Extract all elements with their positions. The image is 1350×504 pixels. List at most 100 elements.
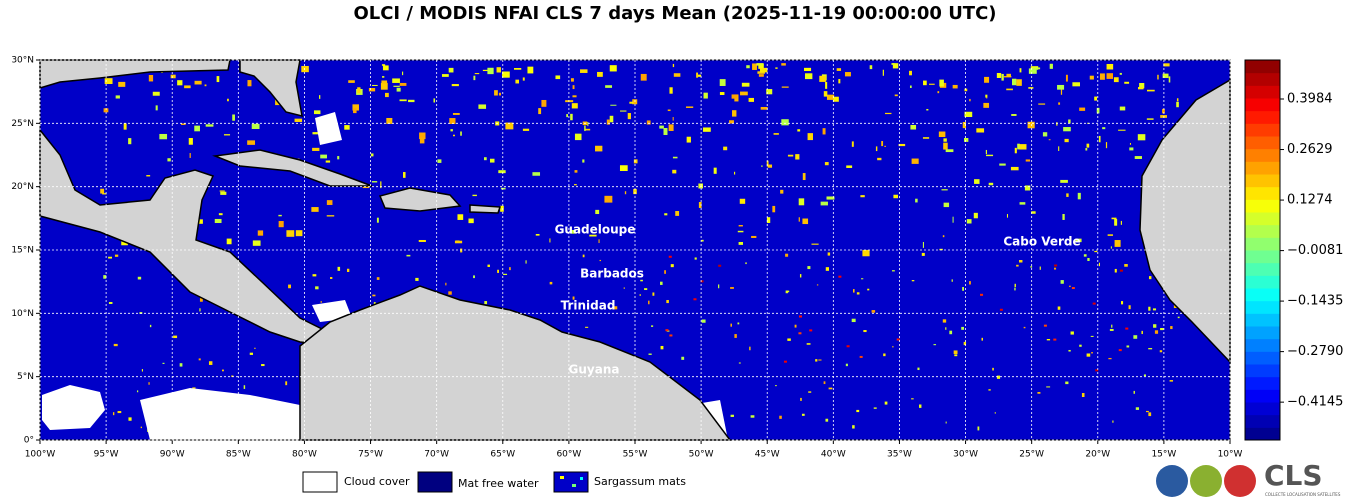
sargassum-pixel — [1118, 129, 1126, 131]
sargassum-pixel — [730, 414, 734, 417]
sargassum-pixel — [582, 159, 585, 163]
sargassum-pixel — [155, 105, 158, 111]
sargassum-pixel — [380, 82, 388, 90]
sargassum-pixel — [301, 65, 309, 73]
sargassum-pixel — [669, 87, 673, 94]
sargassum-pixel — [1077, 192, 1081, 200]
sargassum-pixel — [597, 71, 603, 77]
colorbar-step — [1245, 402, 1280, 416]
sargassum-pixel — [686, 136, 691, 143]
sargassum-pixel — [148, 75, 154, 82]
sargassum-pixel — [1120, 220, 1122, 225]
land — [39, 59, 231, 90]
sargassum-pixel — [353, 108, 357, 114]
sargassum-pixel — [525, 260, 527, 264]
sargassum-pixel — [451, 84, 459, 87]
sargassum-pixel — [1143, 374, 1147, 377]
sargassum-pixel — [884, 112, 892, 115]
sargassum-pixel — [1139, 82, 1145, 89]
sargassum-pixel — [781, 86, 789, 88]
sargassum-pixel — [123, 123, 127, 130]
sargassum-pixel — [1108, 357, 1112, 360]
sargassum-pixel — [386, 117, 393, 124]
sargassum-pixel — [148, 382, 150, 385]
sargassum-pixel — [118, 81, 126, 87]
sargassum-pixel — [100, 188, 105, 194]
sargassum-pixel — [541, 99, 547, 107]
sargassum-pixel — [745, 262, 747, 265]
logo-circle — [1190, 465, 1222, 497]
legend-label: Mat free water — [458, 477, 539, 490]
sargassum-pixel — [945, 421, 947, 424]
sargassum-pixel — [223, 134, 231, 136]
sargassum-pixel — [779, 415, 782, 419]
colorbar-step — [1245, 288, 1280, 302]
sargassum-pixel — [867, 288, 870, 291]
sargassum-pixel — [372, 294, 376, 297]
sargassum-pixel — [1125, 327, 1129, 330]
sargassum-pixel — [781, 119, 789, 126]
legend-swatch — [417, 471, 453, 493]
sargassum-pixel — [252, 240, 261, 246]
sargassum-pixel — [984, 76, 990, 83]
sargassum-pixel — [418, 239, 426, 242]
colorbar-tick-label: −0.1435 — [1287, 294, 1343, 309]
sargassum-pixel — [1087, 258, 1090, 262]
sargassum-pixel — [961, 326, 965, 330]
sargassum-pixel — [1137, 134, 1146, 141]
sargassum-pixel — [313, 110, 321, 115]
sargassum-pixel — [609, 115, 614, 123]
sargassum-pixel — [860, 195, 865, 198]
sargassum-pixel — [761, 165, 763, 168]
sargassum-pixel — [189, 153, 191, 158]
sargassum-pixel — [460, 131, 462, 136]
sargassum-pixel — [194, 80, 202, 85]
y-tick-label: 30°N — [11, 56, 34, 66]
sargassum-pixel — [893, 194, 898, 199]
sargassum-pixel — [1162, 73, 1169, 78]
sargassum-pixel — [1133, 335, 1138, 339]
sargassum-pixel — [1054, 264, 1058, 267]
sargassum-pixel — [570, 113, 573, 121]
sargassum-pixel — [775, 67, 778, 69]
sargassum-pixel — [295, 230, 303, 237]
sargassum-pixel — [500, 205, 504, 212]
x-tick-label: 70°W — [424, 450, 449, 460]
x-tick-label: 35°W — [887, 450, 912, 460]
sargassum-pixel — [433, 98, 436, 103]
place-label: Guyana — [569, 363, 620, 377]
colorbar-step — [1245, 364, 1280, 378]
sargassum-pixel — [1111, 324, 1113, 328]
colorbar-step — [1245, 224, 1280, 238]
sargassum-pixel — [574, 170, 578, 173]
sargassum-pixel — [969, 98, 971, 102]
sargassum-pixel — [894, 94, 898, 97]
sargassum-pixel — [856, 292, 860, 295]
sargassum-pixel — [254, 347, 256, 349]
sargassum-pixel — [1049, 63, 1053, 69]
sargassum-pixel — [204, 84, 207, 87]
sargassum-pixel — [648, 300, 650, 305]
sargassum-pixel — [595, 209, 600, 215]
sargassum-pixel — [1106, 73, 1114, 79]
sargassum-pixel — [232, 114, 235, 121]
sargassum-pixel — [1075, 238, 1082, 243]
sargassum-pixel — [103, 108, 109, 113]
sargassum-pixel — [859, 355, 863, 358]
sargassum-pixel — [1148, 276, 1152, 280]
sargassum-pixel — [205, 124, 214, 127]
sargassum-pixel — [1058, 102, 1061, 105]
sargassum-pixel — [1030, 266, 1033, 268]
sargassum-pixel — [883, 353, 886, 357]
sargassum-pixel — [136, 390, 139, 393]
sargassum-pixel — [1031, 211, 1036, 214]
sargassum-pixel — [898, 143, 906, 147]
sargassum-pixel — [152, 91, 160, 96]
sargassum-pixel — [570, 229, 576, 234]
sargassum-pixel — [1019, 68, 1022, 73]
sargassum-pixel — [942, 319, 947, 323]
sargassum-pixel — [939, 248, 943, 251]
colorbar-step — [1245, 250, 1280, 264]
sargassum-pixel — [1098, 135, 1101, 143]
